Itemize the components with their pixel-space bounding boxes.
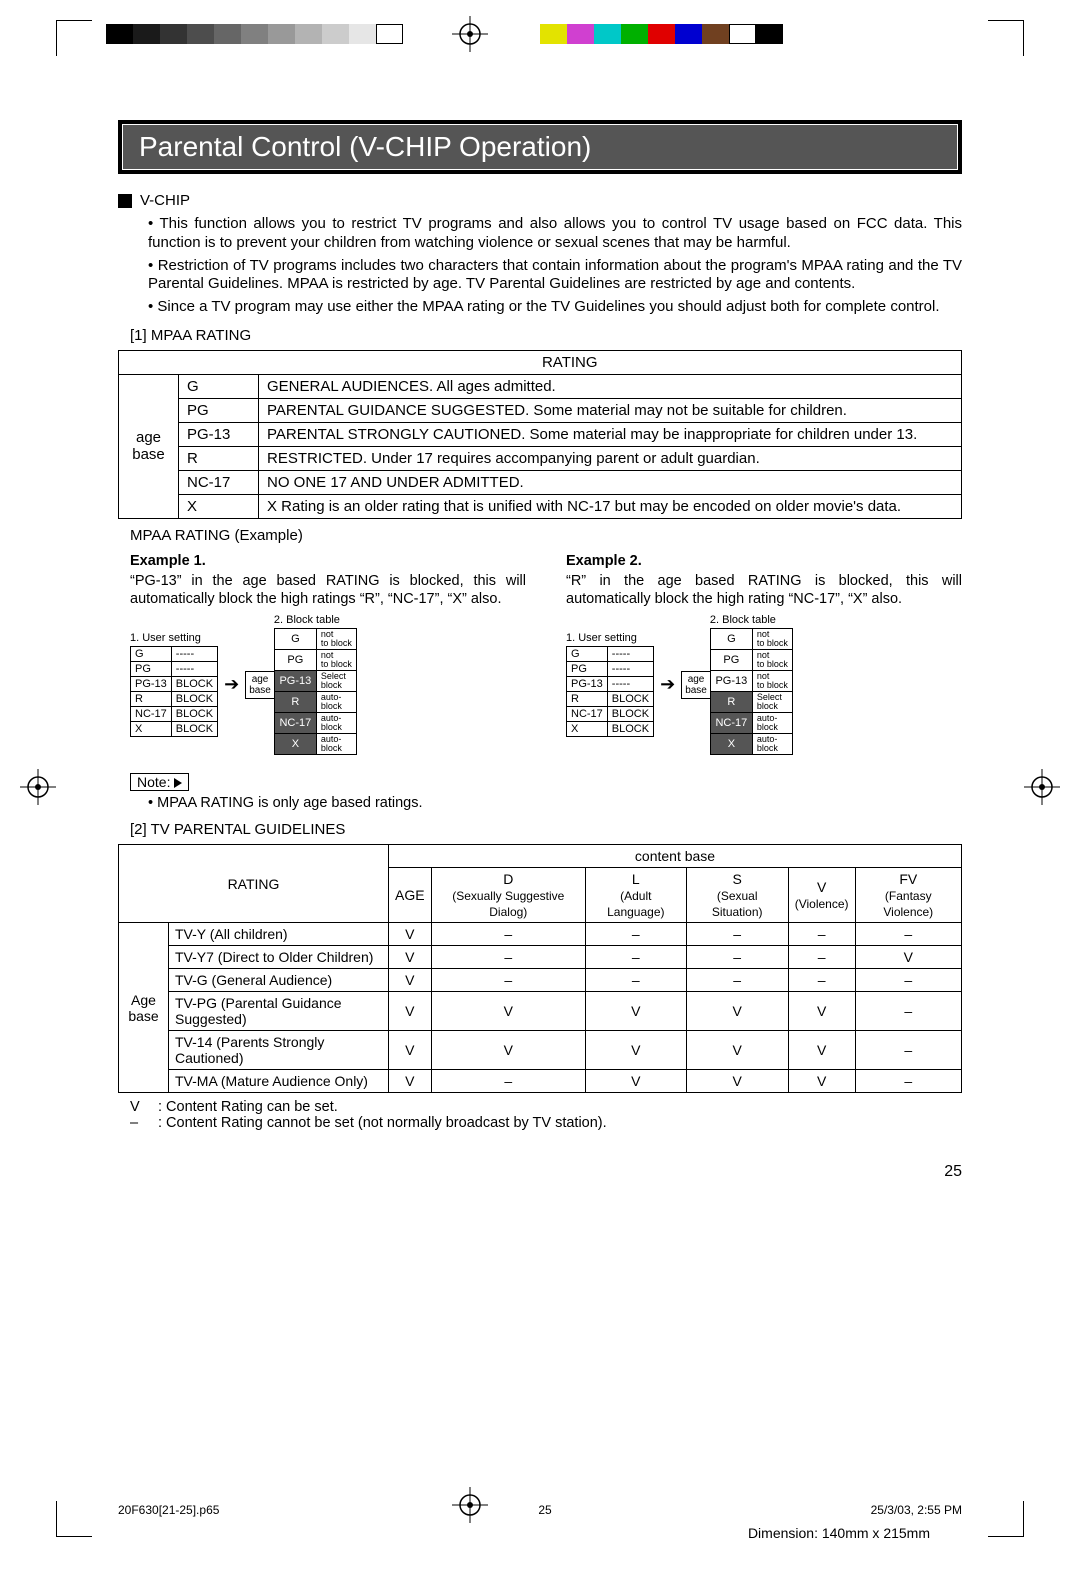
- dimension-text: Dimension: 140mm x 215mm: [748, 1525, 930, 1541]
- vchip-header-text: V-CHIP: [140, 192, 190, 209]
- block-table: Gnotto blockPGnotto blockPG-13Selectbloc…: [274, 628, 357, 755]
- example-text: “R” in the age based RATING is blocked, …: [566, 572, 962, 608]
- example-text: “PG-13” in the age based RATING is block…: [130, 572, 526, 608]
- crop-mark-tr: [988, 20, 1024, 56]
- example-title: Example 1.: [130, 553, 206, 569]
- arrow-icon: ➔: [224, 674, 239, 695]
- tvpg-section-label: [2] TV PARENTAL GUIDELINES: [130, 821, 962, 838]
- vchip-bullet: Restriction of TV programs includes two …: [148, 257, 962, 295]
- tvpg-table: RATINGcontent baseAGED(Sexually Suggesti…: [118, 844, 962, 1093]
- gray-ramp: [106, 24, 403, 44]
- examples-row: Example 1. “PG-13” in the age based RATIN…: [130, 550, 962, 755]
- square-bullet-icon: [118, 194, 132, 208]
- color-bar: [540, 24, 783, 44]
- vchip-heading: V-CHIP: [118, 192, 962, 209]
- footer: 20F630[21-25].p65 25 25/3/03, 2:55 PM: [118, 1503, 962, 1517]
- page-content: Parental Control (V-CHIP Operation) V-CH…: [118, 120, 962, 1131]
- registration-mark-right: [1024, 769, 1060, 809]
- footer-file: 20F630[21-25].p65: [118, 1503, 219, 1517]
- legend-row: –: Content Rating cannot be set (not nor…: [130, 1115, 962, 1131]
- age-base-label: agebase: [681, 671, 710, 699]
- footer-datetime: 25/3/03, 2:55 PM: [871, 1503, 962, 1517]
- crop-mark-bl: [56, 1501, 92, 1537]
- title-bar: Parental Control (V-CHIP Operation): [118, 120, 962, 174]
- vchip-bullet-list: This function allows you to restrict TV …: [148, 215, 962, 317]
- mpaa-rating-table: RATINGagebaseGGENERAL AUDIENCES. All age…: [118, 350, 962, 519]
- vchip-bullet: This function allows you to restrict TV …: [148, 215, 962, 253]
- registration-mark-top: [452, 16, 488, 56]
- crop-mark-br: [988, 1501, 1024, 1537]
- footer-page: 25: [538, 1503, 551, 1517]
- legend-row: V: Content Rating can be set.: [130, 1099, 962, 1115]
- mpaa-example-label: MPAA RATING (Example): [130, 527, 962, 544]
- note-box: Note:: [130, 773, 189, 791]
- age-base-label: agebase: [245, 671, 274, 699]
- example-column: Example 2. “R” in the age based RATING is…: [566, 550, 962, 755]
- crop-mark-tl: [56, 20, 92, 56]
- mpaa-section-label: [1] MPAA RATING: [130, 327, 962, 344]
- user-setting-table: G-----PG-----PG-13-----RBLOCKNC-17BLOCKX…: [566, 646, 654, 737]
- page-number: 25: [944, 1163, 962, 1181]
- user-setting-table: G-----PG-----PG-13BLOCKRBLOCKNC-17BLOCKX…: [130, 646, 218, 737]
- block-table: Gnotto blockPGnotto blockPG-13notto bloc…: [710, 628, 793, 755]
- page-title: Parental Control (V-CHIP Operation): [122, 124, 958, 170]
- example-column: Example 1. “PG-13” in the age based RATIN…: [130, 550, 526, 755]
- example-title: Example 2.: [566, 553, 642, 569]
- note-text: MPAA RATING is only age based ratings.: [148, 795, 962, 811]
- vchip-bullet: Since a TV program may use either the MP…: [148, 298, 962, 317]
- note-label: Note:: [137, 774, 170, 790]
- arrow-icon: ➔: [660, 674, 675, 695]
- registration-mark-left: [20, 769, 56, 809]
- legend: V: Content Rating can be set.–: Content …: [130, 1099, 962, 1131]
